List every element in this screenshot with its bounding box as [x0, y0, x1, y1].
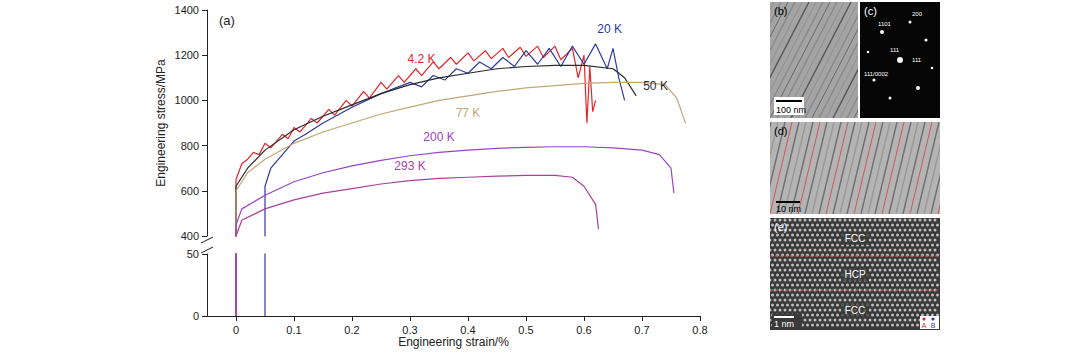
- svg-text:1400: 1400: [175, 4, 199, 16]
- svg-text:111: 111: [912, 57, 922, 63]
- svg-text:200: 200: [912, 11, 923, 17]
- svg-text:800: 800: [181, 140, 199, 152]
- svg-text:Engineering strain/%: Engineering strain/%: [398, 335, 509, 349]
- svg-text:4.2 K: 4.2 K: [408, 52, 436, 66]
- svg-text:0: 0: [233, 324, 239, 336]
- svg-text:1000: 1000: [175, 94, 199, 106]
- svg-text:0.1: 0.1: [286, 324, 301, 336]
- svg-text:50 K: 50 K: [643, 79, 668, 93]
- svg-text:0.4: 0.4: [460, 324, 475, 336]
- svg-text:200 K: 200 K: [423, 130, 454, 144]
- svg-text:600: 600: [181, 185, 199, 197]
- svg-text:0: 0: [193, 310, 199, 322]
- svg-text:20 K: 20 K: [597, 22, 622, 36]
- svg-text:0.5: 0.5: [518, 324, 533, 336]
- svg-text:111/0002: 111/0002: [864, 71, 889, 77]
- svg-text:0.7: 0.7: [634, 324, 649, 336]
- svg-text:(d): (d): [774, 125, 787, 137]
- svg-text:Engineering stress/MPa: Engineering stress/MPa: [154, 59, 168, 187]
- svg-text:(a): (a): [219, 13, 235, 28]
- svg-text:1 nm: 1 nm: [774, 319, 794, 329]
- svg-text:0.2: 0.2: [344, 324, 359, 336]
- svg-text:1200: 1200: [175, 49, 199, 61]
- svg-text:FCC: FCC: [845, 233, 866, 244]
- svg-text:293 K: 293 K: [394, 159, 425, 173]
- svg-text:A: A: [922, 322, 927, 329]
- svg-text:10 nm: 10 nm: [776, 204, 801, 214]
- svg-text:HCP: HCP: [844, 269, 865, 280]
- svg-text:111: 111: [890, 47, 900, 53]
- svg-text:(c): (c): [864, 5, 877, 17]
- svg-text:50: 50: [187, 248, 199, 260]
- svg-text:0.3: 0.3: [402, 324, 417, 336]
- svg-text:(b): (b): [774, 5, 787, 17]
- svg-text:400: 400: [181, 230, 199, 242]
- svg-text:0.8: 0.8: [692, 324, 707, 336]
- svg-text:77 K: 77 K: [456, 106, 481, 120]
- svg-text:B: B: [931, 322, 936, 329]
- svg-text:1101: 1101: [878, 21, 892, 27]
- svg-text:100 nm: 100 nm: [776, 105, 806, 115]
- svg-text:0.6: 0.6: [576, 324, 591, 336]
- svg-text:(e): (e): [774, 221, 787, 233]
- svg-text:FCC: FCC: [845, 305, 866, 316]
